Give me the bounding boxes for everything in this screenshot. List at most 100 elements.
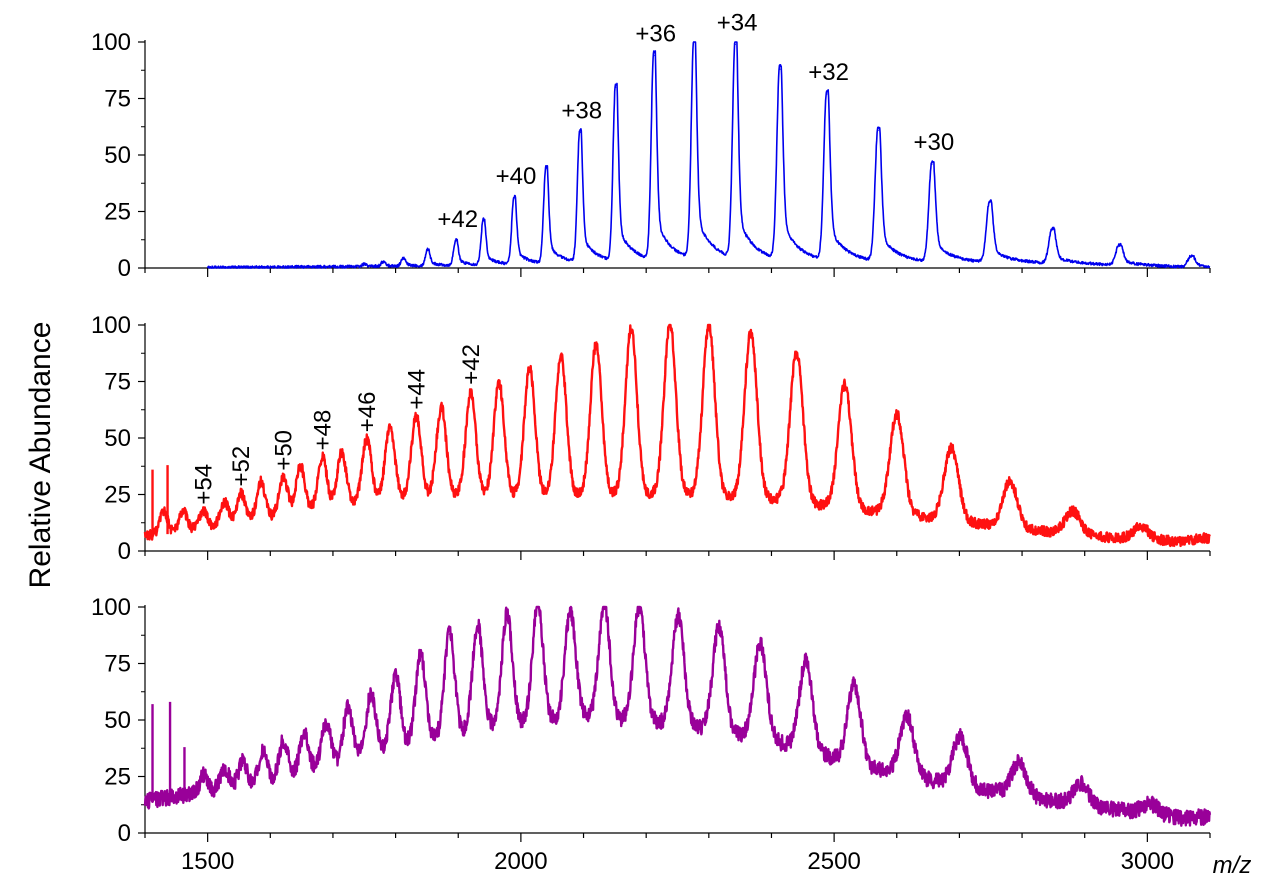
charge-state-label: +50 <box>270 430 297 471</box>
peak-point <box>482 219 485 222</box>
charge-state-label: +42 <box>437 206 478 233</box>
charge-state-label: +36 <box>635 21 676 48</box>
peak-point <box>282 741 285 744</box>
peak-point <box>240 493 242 496</box>
x-tick-label: 2000 <box>494 848 547 875</box>
peak-point <box>454 240 457 242</box>
peak-point <box>182 511 185 514</box>
peak-point <box>988 201 991 204</box>
charge-state-label: +54 <box>190 464 217 505</box>
peak-point <box>734 43 736 46</box>
peak-point <box>638 608 641 611</box>
x-axis-unit-label: m/z <box>1213 852 1252 879</box>
peak-point <box>476 626 479 629</box>
y-tick-label: 25 <box>104 482 131 509</box>
charge-state-label: +44 <box>403 369 430 410</box>
peak-point <box>630 328 632 331</box>
peak-point <box>843 385 846 387</box>
peak-point <box>805 662 807 665</box>
spectra-panels: 0 25 50 75 100 +42 +40 +38 +36 +34 +32 +30 0 25 50 75 10… <box>91 9 1212 875</box>
peak-point <box>759 644 761 647</box>
y-tick-label: 50 <box>104 425 131 452</box>
x-tick-label: 3000 <box>1121 848 1174 875</box>
peak-point <box>419 655 422 658</box>
peak-point <box>825 93 828 95</box>
peak-point <box>652 54 655 57</box>
spectrum-trace <box>143 605 1212 827</box>
y-tick-label: 0 <box>118 255 131 282</box>
y-tick-label: 75 <box>104 86 131 113</box>
peak-point <box>950 448 953 451</box>
peak-point <box>795 353 798 356</box>
y-axis-label: Relative Abundance <box>24 322 57 589</box>
peak-point <box>528 369 531 372</box>
peak-point <box>415 416 418 419</box>
peak-point <box>299 466 302 469</box>
spectrum-trace <box>206 41 1211 269</box>
peak-point <box>365 439 368 442</box>
peak-point <box>363 263 366 266</box>
peak-point <box>1149 805 1151 807</box>
charge-state-label: +42 <box>458 344 485 385</box>
x-tick-label: 1500 <box>181 848 234 875</box>
charge-state-label: +48 <box>309 410 336 451</box>
peak-point <box>340 453 343 455</box>
y-tick-label: 0 <box>118 538 131 565</box>
y-tick-label: 25 <box>104 764 131 791</box>
peak-point <box>677 617 679 620</box>
peak-point <box>202 511 205 514</box>
spectrum-trace <box>143 323 1211 548</box>
peak-point <box>1051 228 1053 231</box>
peak-point <box>402 258 404 260</box>
peak-point <box>223 502 226 505</box>
spectrum-panel-1: 0 25 50 75 100 +42 +40 +38 +36 +34 +32 +30 <box>91 9 1211 282</box>
peak-point <box>569 612 572 615</box>
charge-state-label: +34 <box>717 9 758 36</box>
peak-point <box>603 606 606 608</box>
peak-point <box>506 615 508 617</box>
spectrum-panel-2: 0 25 50 75 100 +54 +52 +50 +48 +46 +44 +42 <box>91 312 1211 565</box>
peak-point <box>203 775 205 778</box>
peak-point <box>282 477 285 480</box>
peak-point <box>347 707 349 710</box>
peak-point <box>853 685 855 687</box>
peak-point <box>426 249 429 251</box>
peak-point <box>1202 538 1205 541</box>
charge-state-label: +46 <box>354 392 381 433</box>
peak-point <box>931 163 933 165</box>
peak-point <box>370 694 372 696</box>
charge-state-label: +32 <box>808 59 849 86</box>
peak-point <box>718 628 720 631</box>
peak-point <box>498 382 500 385</box>
peak-point <box>1190 255 1193 258</box>
y-tick-label: 100 <box>91 594 131 621</box>
peak-point <box>325 723 327 726</box>
peak-point <box>223 768 226 771</box>
peak-point <box>260 482 262 485</box>
peak-point <box>389 425 391 428</box>
peak-point <box>778 68 781 70</box>
charge-state-label: +30 <box>913 129 954 156</box>
peak-point <box>669 324 671 326</box>
peak-point <box>1018 764 1020 766</box>
peak-point <box>440 407 443 410</box>
peak-point <box>1140 527 1142 530</box>
peak-point <box>261 753 264 755</box>
peak-point <box>303 735 305 737</box>
y-tick-label: 75 <box>104 651 131 678</box>
peak-point <box>708 326 710 329</box>
peak-point <box>877 129 879 131</box>
y-tick-label: 75 <box>104 369 131 396</box>
peak-point <box>578 131 581 134</box>
peak-point <box>560 355 562 358</box>
peak-point <box>749 333 752 335</box>
spectrum-panel-3: 0 25 50 75 100 1500 2000 2500 3000 <box>91 594 1212 875</box>
peak-point <box>469 392 472 394</box>
charge-state-label: +40 <box>496 163 537 190</box>
y-tick-label: 100 <box>91 29 131 56</box>
peak-point <box>394 676 397 678</box>
peak-point <box>162 511 165 514</box>
peak-point <box>905 716 908 719</box>
y-tick-label: 50 <box>104 707 131 734</box>
